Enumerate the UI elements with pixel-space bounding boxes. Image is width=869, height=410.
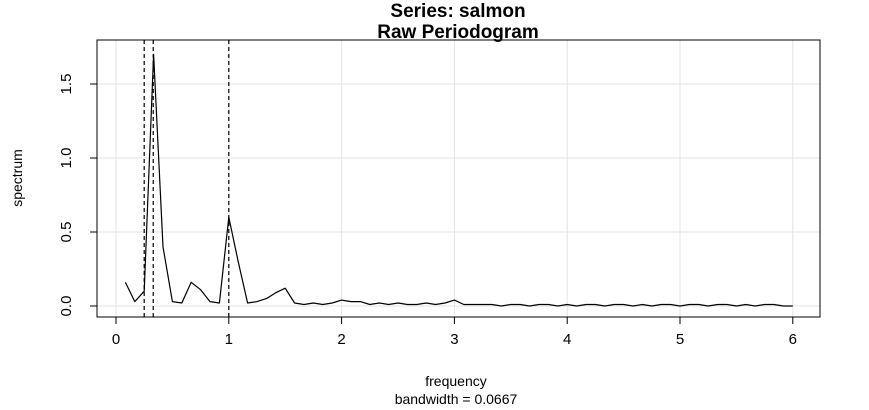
y-axis-label: spectrum bbox=[9, 149, 25, 207]
chart-subtitle: Raw Periodogram bbox=[377, 22, 539, 43]
y-tick-label: 0.5 bbox=[58, 222, 75, 243]
grid-lines bbox=[97, 40, 820, 317]
spectrum-series-line bbox=[124, 53, 793, 307]
y-tick-label: 1.0 bbox=[58, 148, 75, 169]
series-layer bbox=[124, 53, 793, 307]
x-tick-label: 3 bbox=[450, 331, 458, 348]
y-axis: 0.0 0.5 1.0 1.5 bbox=[58, 74, 97, 317]
x-tick-label: 1 bbox=[225, 331, 233, 348]
x-tick-label: 2 bbox=[337, 331, 345, 348]
x-axis-sublabel: bandwidth = 0.0667 bbox=[395, 391, 518, 407]
x-tick-label: 4 bbox=[563, 331, 571, 348]
x-axis-label: frequency bbox=[425, 373, 486, 389]
plot-frame bbox=[96, 39, 821, 318]
y-tick-label: 0.0 bbox=[58, 296, 75, 317]
peak-markers bbox=[143, 40, 230, 317]
x-tick-label: 5 bbox=[676, 331, 684, 348]
chart-title: Series: salmon bbox=[390, 1, 525, 22]
x-tick-label: 0 bbox=[112, 331, 120, 348]
x-axis: 0 1 2 3 4 5 6 bbox=[112, 317, 797, 348]
x-tick-label: 6 bbox=[789, 331, 797, 348]
y-tick-label: 1.5 bbox=[58, 74, 75, 95]
